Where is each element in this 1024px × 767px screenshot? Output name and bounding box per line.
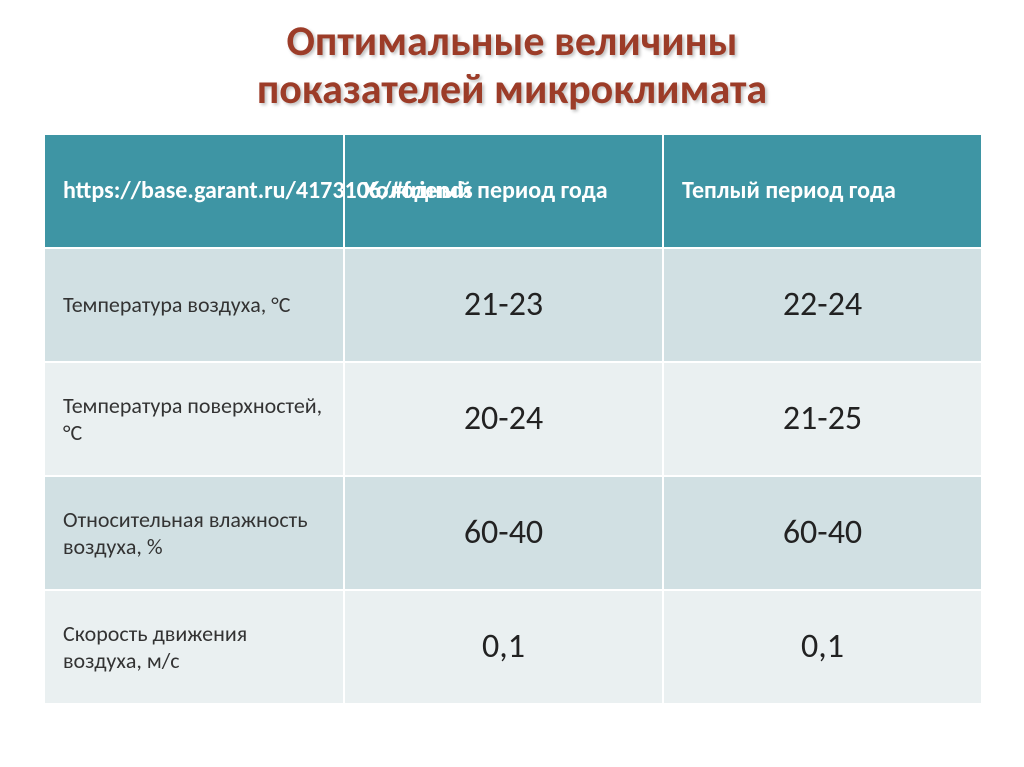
row-cold: 20-24 <box>344 362 663 476</box>
table-body: Температура воздуха, °С 21-23 22-24 Темп… <box>44 248 982 704</box>
table-header-row: https://base.garant.ru/4173106/#friends … <box>44 134 982 248</box>
row-warm: 0,1 <box>663 590 982 704</box>
row-warm: 21-25 <box>663 362 982 476</box>
table-row: Температура воздуха, °С 21-23 22-24 <box>44 248 982 362</box>
header-source-url: https://base.garant.ru/4173106/#friends <box>44 134 344 248</box>
row-warm: 22-24 <box>663 248 982 362</box>
table-row: Температура поверхностей, °С 20-24 21-25 <box>44 362 982 476</box>
header-warm-period: Теплый период года <box>663 134 982 248</box>
microclimate-table-container: https://base.garant.ru/4173106/#friends … <box>43 133 981 705</box>
row-cold: 0,1 <box>344 590 663 704</box>
row-label: Относительная влажность воздуха, % <box>44 476 344 590</box>
row-label: Температура воздуха, °С <box>44 248 344 362</box>
title-line-1: Оптимальные величины <box>286 16 737 67</box>
row-warm: 60-40 <box>663 476 982 590</box>
slide-title: Оптимальные величины показателей микрокл… <box>257 18 767 115</box>
title-line-2: показателей микроклимата <box>257 64 767 115</box>
microclimate-table: https://base.garant.ru/4173106/#friends … <box>43 133 983 705</box>
row-label: Скорость движения воздуха, м/с <box>44 590 344 704</box>
row-cold: 60-40 <box>344 476 663 590</box>
row-cold: 21-23 <box>344 248 663 362</box>
table-row: Относительная влажность воздуха, % 60-40… <box>44 476 982 590</box>
table-row: Скорость движения воздуха, м/с 0,1 0,1 <box>44 590 982 704</box>
header-cold-period: Холодный период года <box>344 134 663 248</box>
row-label: Температура поверхностей, °С <box>44 362 344 476</box>
